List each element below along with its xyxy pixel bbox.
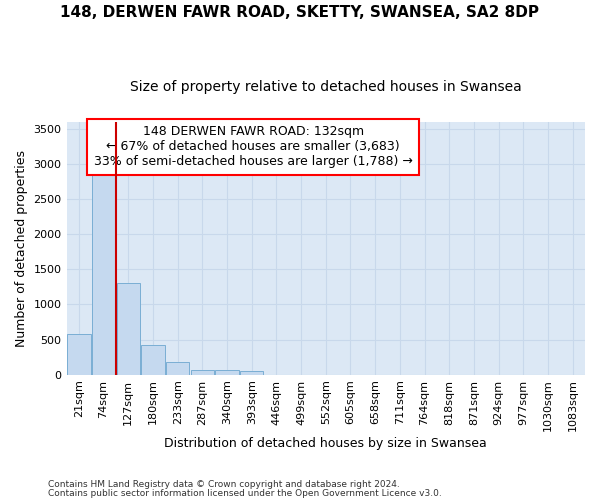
Bar <box>215 370 239 374</box>
Text: Contains HM Land Registry data © Crown copyright and database right 2024.: Contains HM Land Registry data © Crown c… <box>48 480 400 489</box>
Text: 148, DERWEN FAWR ROAD, SKETTY, SWANSEA, SA2 8DP: 148, DERWEN FAWR ROAD, SKETTY, SWANSEA, … <box>61 5 539 20</box>
Text: 148 DERWEN FAWR ROAD: 132sqm
← 67% of detached houses are smaller (3,683)
33% of: 148 DERWEN FAWR ROAD: 132sqm ← 67% of de… <box>94 126 413 168</box>
Bar <box>116 284 140 374</box>
Bar <box>166 362 190 374</box>
Bar <box>240 371 263 374</box>
Bar <box>191 370 214 374</box>
Title: Size of property relative to detached houses in Swansea: Size of property relative to detached ho… <box>130 80 521 94</box>
Bar <box>92 170 115 374</box>
Bar <box>67 334 91 374</box>
Y-axis label: Number of detached properties: Number of detached properties <box>15 150 28 346</box>
X-axis label: Distribution of detached houses by size in Swansea: Distribution of detached houses by size … <box>164 437 487 450</box>
Text: Contains public sector information licensed under the Open Government Licence v3: Contains public sector information licen… <box>48 488 442 498</box>
Bar <box>141 345 164 374</box>
